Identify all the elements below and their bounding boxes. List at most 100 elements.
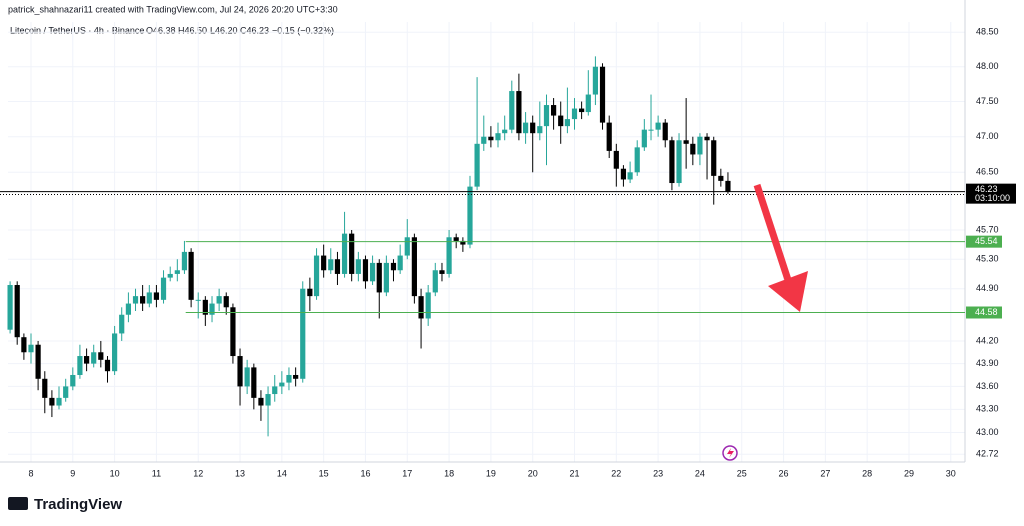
y-tick-label: 43.60: [976, 381, 999, 391]
candle-body: [84, 356, 90, 364]
candle-body: [564, 119, 570, 127]
candle-body: [146, 292, 152, 304]
y-tick-label: 48.00: [976, 61, 999, 71]
x-tick-label: 19: [486, 468, 496, 478]
x-tick-label: 24: [695, 468, 705, 478]
candle-body: [230, 307, 236, 357]
candle-body: [21, 337, 27, 353]
event-icon[interactable]: [722, 445, 738, 461]
candle-body: [579, 108, 585, 113]
x-tick-label: 15: [319, 468, 329, 478]
last-price-label: 46.23: [975, 184, 998, 194]
y-tick-label: 44.90: [976, 283, 999, 293]
arrow-shaft: [753, 183, 794, 288]
level-label-box: [966, 306, 1002, 319]
candle-body: [655, 122, 661, 130]
candle-body: [28, 344, 34, 353]
candle-body: [119, 314, 125, 334]
legend-change: −0.15 (−0.32%): [272, 25, 334, 35]
candle-body: [14, 285, 20, 338]
candle-body: [300, 288, 306, 379]
x-tick-label: 21: [569, 468, 579, 478]
candle-body: [244, 367, 250, 387]
legend-high: H46.50: [178, 25, 207, 35]
candle-body: [481, 136, 487, 144]
x-tick-label: 18: [444, 468, 454, 478]
candle-body: [328, 259, 334, 271]
x-tick-label: 27: [820, 468, 830, 478]
candle-body: [334, 259, 341, 274]
x-tick-label: 29: [904, 468, 914, 478]
candle-body: [77, 356, 83, 375]
candle-body: [704, 136, 710, 141]
candle-body: [49, 397, 55, 406]
candle-body: [98, 352, 104, 360]
candle-body: [397, 255, 403, 271]
event-icon-bolt: [727, 448, 734, 458]
candle-body: [558, 115, 564, 127]
candle-body: [160, 277, 167, 300]
candle-body: [425, 292, 431, 319]
candle-body: [495, 133, 501, 141]
candle-body: [613, 150, 619, 169]
candle-body: [63, 386, 69, 398]
y-tick-label: 42.72: [976, 449, 999, 459]
x-tick-label: 13: [235, 468, 245, 478]
level-label: 45.54: [975, 236, 998, 246]
last-price-box: [966, 183, 1016, 204]
candle-body: [286, 374, 292, 383]
y-tick-label: 45.70: [976, 224, 999, 234]
candle-body: [411, 237, 417, 297]
candle-body: [181, 251, 188, 271]
candle-body: [543, 105, 550, 127]
candle-body: [592, 66, 599, 95]
x-tick-label: 26: [779, 468, 789, 478]
candle-body: [237, 356, 243, 387]
y-tick-label: 43.30: [976, 404, 999, 414]
candle-body: [209, 303, 215, 315]
candle-body: [293, 374, 299, 379]
candle-body: [383, 262, 389, 293]
candle-body: [725, 180, 731, 192]
candle-body: [112, 333, 118, 372]
y-tick-label: 44.20: [976, 335, 999, 345]
candle-body: [662, 122, 668, 141]
x-tick-label: 25: [737, 468, 747, 478]
candle-body: [125, 303, 132, 315]
candle-body: [537, 126, 543, 134]
x-tick-label: 14: [277, 468, 287, 478]
candle-body: [56, 397, 62, 406]
y-tick-label: 48.50: [976, 27, 999, 37]
header-text: patrick_shahnazari11 created with Tradin…: [8, 4, 338, 14]
candle-body: [279, 382, 285, 387]
candle-body: [376, 262, 382, 293]
candle-body: [718, 175, 724, 181]
candle-body: [530, 122, 536, 134]
candle-body: [272, 386, 278, 395]
x-tick-label: 17: [402, 468, 412, 478]
candle-body: [7, 285, 13, 330]
legend-close: C46.23: [240, 25, 269, 35]
brand: TradingView: [34, 496, 122, 513]
candle-body: [474, 143, 480, 187]
candle-body: [104, 359, 111, 372]
candle-body: [265, 394, 271, 406]
candle-body: [132, 296, 139, 304]
candle-body: [648, 129, 654, 131]
candle-body: [91, 352, 97, 364]
legend-low: L46.20: [210, 25, 238, 35]
y-tick-label: 47.50: [976, 96, 999, 106]
candle-body: [404, 237, 410, 256]
candle-body: [341, 233, 348, 274]
candle-body: [627, 172, 633, 180]
candle-body: [362, 259, 369, 282]
logo-mark: [8, 497, 28, 510]
candle-body: [223, 296, 229, 308]
countdown-label: 03:10:00: [975, 193, 1010, 203]
candle-body: [634, 147, 640, 173]
x-tick-label: 11: [152, 468, 161, 478]
candle-body: [140, 296, 146, 304]
